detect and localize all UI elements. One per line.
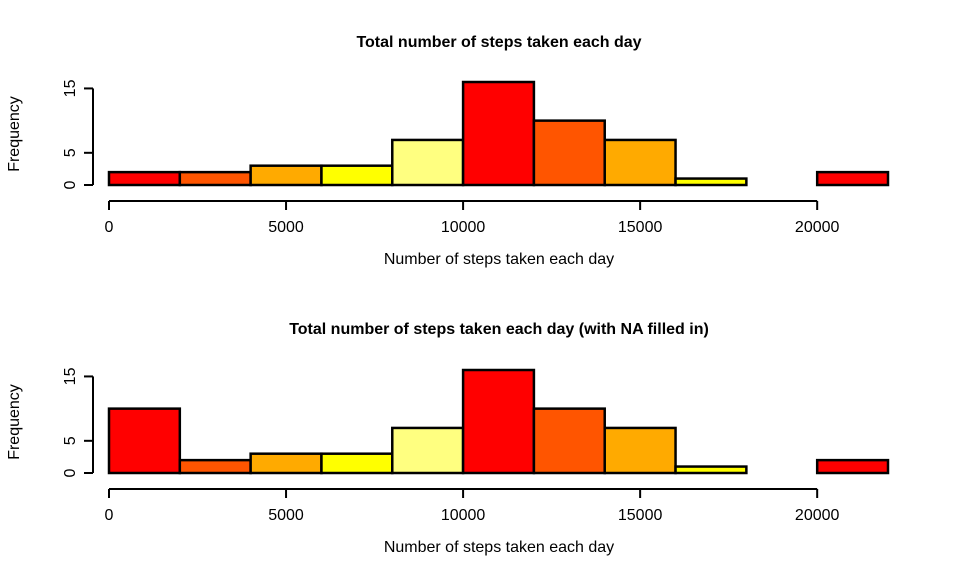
histogram-bar bbox=[603, 138, 677, 187]
x-tick-label: 10000 bbox=[441, 507, 486, 524]
histogram-bar bbox=[815, 170, 890, 187]
histogram-bar bbox=[249, 452, 323, 475]
histogram-bar bbox=[532, 407, 606, 475]
x-axis-label: Number of steps taken each day bbox=[384, 539, 614, 556]
x-tick-label: 5000 bbox=[268, 507, 304, 524]
histogram-bar bbox=[815, 458, 890, 475]
histogram-bar bbox=[674, 465, 748, 475]
y-tick-label: 15 bbox=[62, 367, 79, 385]
x-tick-label: 10000 bbox=[441, 219, 486, 236]
histogram-panel-original: Total number of steps taken each day Num… bbox=[6, 34, 890, 268]
y-axis-label: Frequency bbox=[6, 384, 23, 460]
y-axis-label: Frequency bbox=[6, 96, 23, 172]
x-tick-label: 20000 bbox=[795, 507, 840, 524]
histogram-bar bbox=[461, 368, 536, 475]
x-tick-label: 15000 bbox=[618, 507, 663, 524]
x-tick-label: 0 bbox=[105, 507, 114, 524]
y-tick-label: 0 bbox=[62, 468, 79, 477]
y-tick-label: 5 bbox=[62, 436, 79, 445]
histogram-bar bbox=[532, 119, 606, 187]
histogram-bar bbox=[320, 164, 394, 187]
histogram-bar bbox=[178, 458, 252, 475]
histogram-bar bbox=[107, 407, 182, 475]
y-tick-label: 0 bbox=[62, 180, 79, 189]
x-tick-label: 15000 bbox=[618, 219, 663, 236]
histogram-bar bbox=[391, 426, 465, 475]
histogram-bar bbox=[674, 177, 748, 187]
histogram-bar bbox=[603, 426, 677, 475]
y-tick-label: 15 bbox=[62, 79, 79, 97]
histogram-bar bbox=[249, 164, 323, 187]
histogram-panel-na-filled: Total number of steps taken each day (wi… bbox=[6, 321, 890, 556]
chart-title: Total number of steps taken each day bbox=[356, 34, 641, 51]
histogram-bar bbox=[391, 138, 465, 187]
y-tick-label: 5 bbox=[62, 148, 79, 157]
histogram-bar bbox=[178, 170, 252, 187]
x-tick-label: 20000 bbox=[795, 219, 840, 236]
chart-title: Total number of steps taken each day (wi… bbox=[289, 321, 709, 338]
x-axis-label: Number of steps taken each day bbox=[384, 251, 614, 268]
x-tick-label: 5000 bbox=[268, 219, 304, 236]
x-tick-label: 0 bbox=[105, 219, 114, 236]
histogram-bar bbox=[461, 80, 536, 187]
histogram-bar bbox=[320, 452, 394, 475]
histogram-bar bbox=[107, 170, 182, 187]
